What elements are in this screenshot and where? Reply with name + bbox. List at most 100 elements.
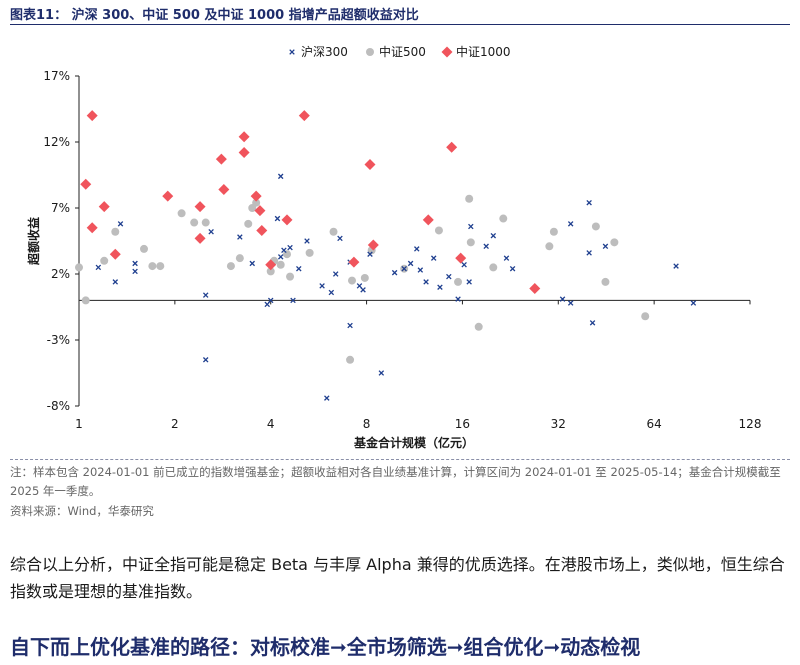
- zz500-point: [266, 267, 275, 276]
- zz1000-point: [162, 190, 174, 202]
- hs300-point: [490, 232, 497, 239]
- hs300-point: [437, 284, 443, 290]
- zz500-point: [348, 276, 357, 285]
- zz500-point: [499, 214, 508, 223]
- zz1000-point: [109, 248, 121, 260]
- zz500-point: [434, 226, 443, 235]
- zz1000-point: [422, 214, 434, 226]
- zz1000-point: [455, 252, 467, 264]
- hs300-point: [277, 254, 284, 260]
- hs300-point: [401, 265, 407, 272]
- data-points: [75, 110, 697, 401]
- hs300-point: [559, 296, 566, 302]
- zz500-point: [156, 262, 165, 271]
- chart-legend: 沪深300 中证500 中证1000: [289, 44, 511, 59]
- zz500-point: [252, 198, 261, 207]
- hs300-point: [586, 250, 592, 256]
- legend-zz1000-marker: [441, 46, 453, 58]
- x-axis-label: 基金合计规模（亿元）: [353, 435, 474, 450]
- hs300-point: [132, 268, 138, 275]
- zz500-point: [111, 227, 120, 236]
- zz1000-point: [348, 256, 360, 268]
- zz1000-point: [281, 214, 293, 226]
- chart-note: 注：样本包含 2024-01-01 前已成立的指数增强基金；超额收益相对各自业绩…: [10, 465, 781, 498]
- hs300-point: [367, 251, 373, 257]
- hs300-point: [378, 370, 385, 376]
- zz1000-point: [265, 259, 277, 271]
- legend-zz500-marker: [366, 48, 374, 56]
- x-tick-label: 16: [455, 417, 470, 431]
- zz500-point: [244, 219, 253, 228]
- figure-title: 图表11： 沪深 300、中证 500 及中证 1000 指增产品超额收益对比: [10, 8, 419, 23]
- zz500-point: [201, 218, 210, 227]
- y-tick-label: 17%: [43, 69, 70, 83]
- hs300-point: [112, 279, 119, 285]
- legend-label: 沪深300: [301, 45, 348, 59]
- hs300-point: [430, 255, 437, 261]
- zz500-point: [545, 242, 554, 251]
- zz500-point: [474, 322, 483, 331]
- hs300-point: [417, 267, 424, 273]
- hs300-point: [328, 289, 335, 296]
- hs300-point: [567, 221, 574, 227]
- y-tick-label: -3%: [47, 333, 70, 347]
- y-tick-label: -8%: [47, 399, 70, 413]
- hs300-point: [690, 300, 697, 306]
- scatter-chart: 沪深300 中证500 中证1000 -8% -3% 2% 7% 12% 17% 1 2 4 8 16…: [26, 44, 761, 450]
- hs300-point: [423, 279, 429, 285]
- zz1000-point: [367, 239, 379, 251]
- hs300-point: [602, 243, 609, 250]
- hs300-point: [455, 296, 461, 302]
- zz500-point: [148, 262, 157, 271]
- zz500-point: [226, 262, 235, 271]
- title-rule: [10, 24, 790, 25]
- zz500-point: [139, 244, 148, 253]
- y-tick-label: 7%: [51, 201, 70, 215]
- hs300-point: [567, 300, 574, 306]
- y-axis-ticks: -8% -3% 2% 7% 12% 17%: [43, 69, 79, 413]
- zz1000-point: [218, 184, 230, 196]
- hs300-point: [468, 223, 474, 230]
- zz500-point: [489, 263, 498, 272]
- zz500-point: [286, 272, 295, 281]
- y-tick-label: 12%: [43, 135, 70, 149]
- zz500-point: [177, 209, 186, 218]
- x-axis-ticks: 1 2 4 8 16 32 64 128: [75, 300, 761, 431]
- hs300-point: [509, 265, 516, 272]
- zz1000-point: [250, 190, 262, 202]
- y-tick-label: 2%: [51, 267, 70, 281]
- hs300-point: [117, 221, 124, 227]
- zz500-point: [465, 194, 474, 203]
- body-paragraph: 综合以上分析，中证全指可能是稳定 Beta 与丰厚 Alpha 兼得的优质选择。…: [10, 555, 785, 601]
- hs300-point: [673, 263, 679, 269]
- zz500-point: [641, 312, 650, 321]
- legend-label: 中证1000: [456, 44, 511, 59]
- x-tick-label: 4: [267, 417, 275, 431]
- chart-axes: [78, 76, 750, 406]
- hs300-point: [281, 247, 287, 253]
- hs300-point: [337, 235, 343, 242]
- hs300-point: [586, 199, 592, 206]
- legend-hs300-marker: [289, 49, 295, 55]
- hs300-point: [277, 173, 284, 180]
- x-tick-label: 8: [363, 417, 371, 431]
- x-tick-label: 1: [75, 417, 83, 431]
- zz500-point: [100, 256, 109, 265]
- hs300-point: [274, 215, 281, 222]
- zz500-point: [466, 238, 475, 247]
- hs300-point: [589, 320, 596, 326]
- zz1000-point: [194, 232, 206, 244]
- hs300-point: [483, 243, 489, 250]
- zz500-point: [190, 218, 199, 227]
- zz1000-point: [254, 205, 266, 217]
- zz1000-point: [98, 201, 110, 213]
- zz500-point: [454, 277, 463, 286]
- zz1000-point: [86, 222, 98, 234]
- hs300-point: [413, 246, 420, 252]
- hs300-point: [503, 255, 510, 261]
- zz1000-point: [298, 110, 310, 122]
- hs300-point: [332, 271, 339, 277]
- hs300-point: [461, 262, 467, 268]
- hs300-point: [290, 297, 296, 304]
- hs300-point: [319, 283, 325, 289]
